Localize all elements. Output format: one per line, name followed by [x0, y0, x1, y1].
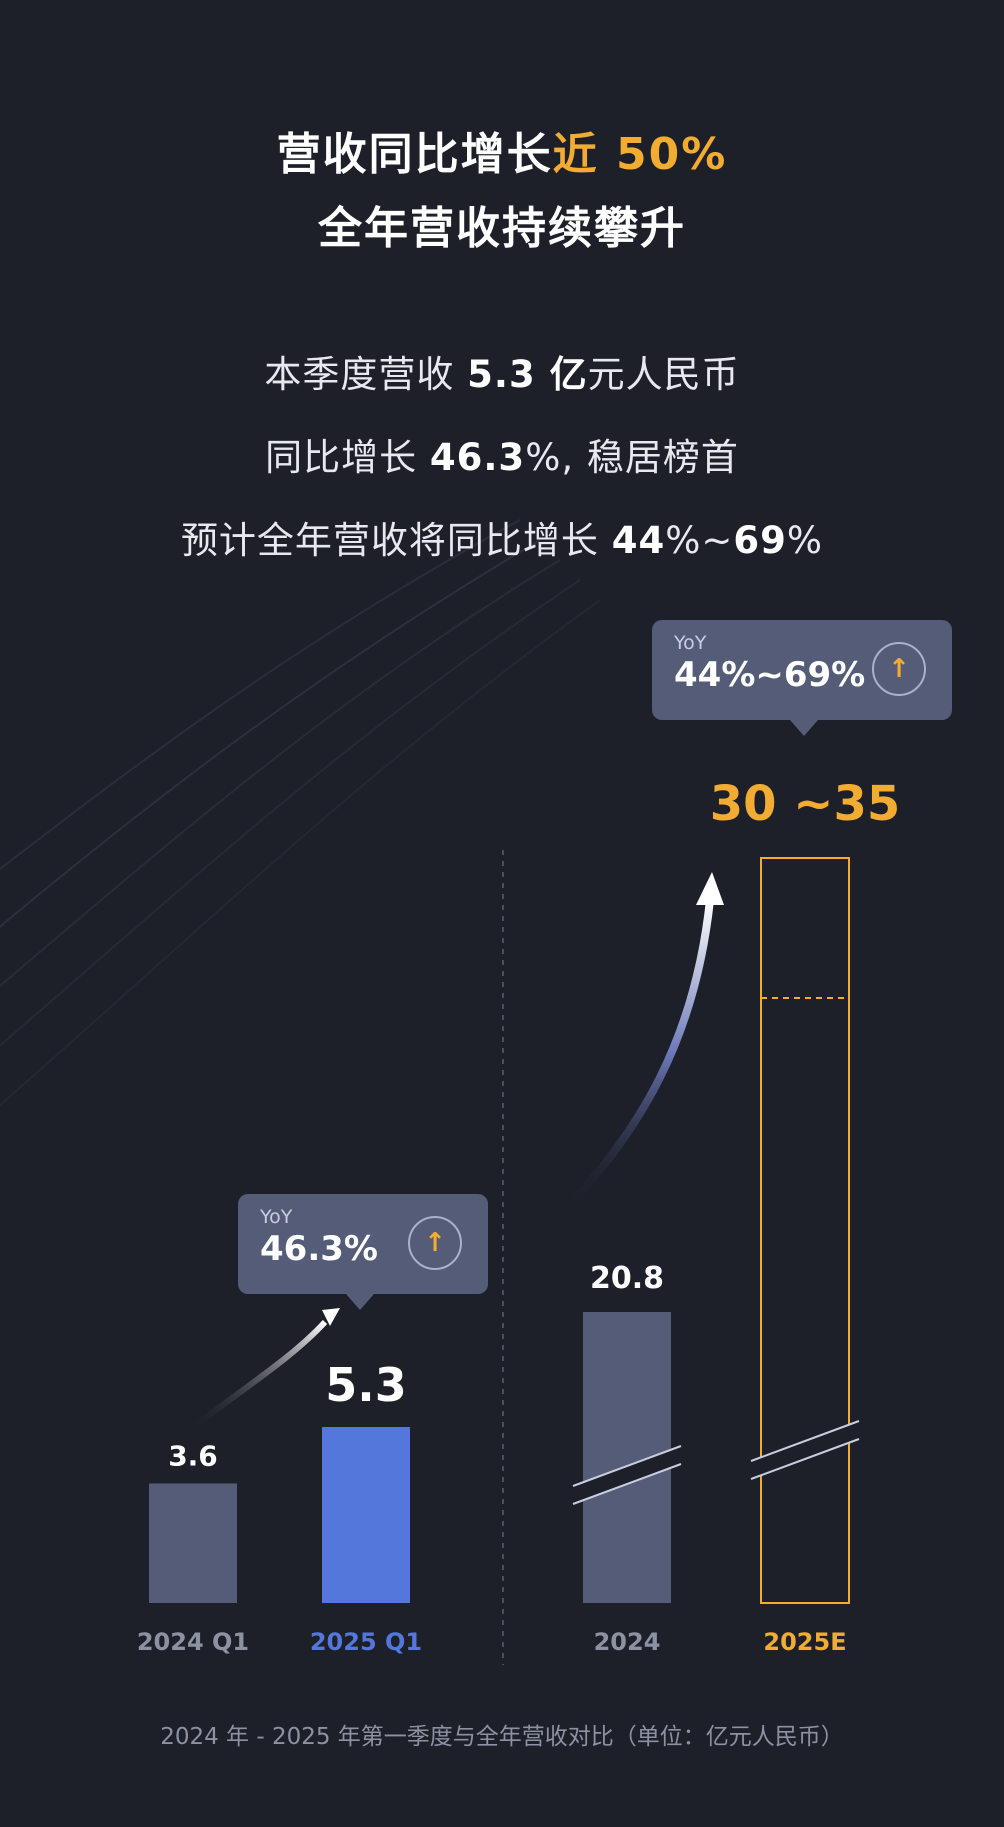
value-label-2024-Q1: 3.6: [168, 1439, 218, 1472]
value-label-2024: 20.8: [590, 1261, 664, 1296]
axis-break-2025E-gap: [751, 1421, 859, 1479]
stat-text: 元人民币: [587, 353, 740, 396]
yoy-label: YoY: [674, 632, 707, 654]
stat-text: 本季度营收: [264, 353, 468, 396]
stat-quarter-revenue: 本季度营收 5.3 亿元人民币: [0, 344, 1004, 398]
stat-text: 同比增长: [265, 436, 430, 479]
stat-yoy-growth: 同比增长 46.3%, 稳居榜首: [0, 427, 1004, 481]
arrow-up-icon: ↑: [872, 642, 926, 696]
stat-value: 5.3 亿: [467, 353, 588, 396]
bar-2024-Q1: [149, 1483, 237, 1603]
stat-text: %, 稳居榜首: [525, 436, 739, 479]
growth-arrow-annual-head: [696, 872, 724, 905]
growth-arrow-quarter-head: [322, 1308, 340, 1326]
category-label-2025-Q1: 2025 Q1: [310, 1628, 422, 1656]
growth-arrow-quarter: [188, 1319, 328, 1433]
axis-break-2024-gap: [573, 1446, 681, 1504]
stat-text: 预计全年营收将同比增长: [180, 519, 612, 562]
chart-caption: 2024 年 - 2025 年第一季度与全年营收对比（单位：亿元人民币）: [160, 1724, 844, 1750]
stat-annual-forecast: 预计全年营收将同比增长 44%~69%: [0, 510, 1004, 564]
yoy-label: YoY: [260, 1206, 293, 1228]
stat-value: 69: [733, 519, 787, 562]
stat-value: 44: [611, 519, 666, 562]
stat-text: %: [786, 519, 824, 562]
axis-break-2025E-line-top: [750, 1420, 860, 1462]
headline-line-2: 全年营收持续攀升: [318, 203, 686, 254]
axis-break-2025E-line-bottom: [750, 1438, 860, 1480]
axis-break-2024-line-bottom: [572, 1463, 682, 1505]
axis-break-2024-line-top: [572, 1445, 682, 1487]
stat-text: %~: [665, 519, 734, 562]
bar-2025-Q1: [322, 1427, 410, 1603]
yoy-value: 46.3%: [260, 1229, 378, 1269]
category-label-2024: 2024: [594, 1628, 661, 1656]
growth-arrow-annual: [562, 899, 714, 1213]
value-label-2025-Q1: 5.3: [325, 1358, 407, 1412]
arrow-up-icon: ↑: [408, 1216, 462, 1270]
headline-line-1: 营收同比增长近 50%: [0, 118, 1004, 182]
yoy-tooltip-annual: YoY 44%~69% ↑: [652, 620, 952, 736]
category-label-2024-Q1: 2024 Q1: [137, 1628, 249, 1656]
category-label-2025E: 2025E: [763, 1628, 846, 1656]
headline-main: 营收同比增长: [276, 129, 553, 180]
bar-2025E-range: [760, 857, 850, 1604]
stat-value: 46.3: [429, 436, 526, 479]
yoy-value: 44%~69%: [674, 655, 866, 695]
headline-accent: 近 50%: [552, 129, 728, 180]
value-label-2025E: 30 ~35: [710, 776, 901, 832]
yoy-tooltip-quarter: YoY 46.3% ↑: [238, 1194, 488, 1310]
